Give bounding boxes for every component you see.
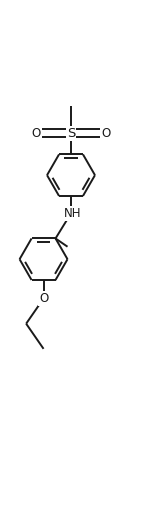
Text: O: O bbox=[102, 127, 111, 140]
Text: NH: NH bbox=[64, 207, 82, 220]
Text: O: O bbox=[31, 127, 40, 140]
Text: S: S bbox=[67, 127, 75, 140]
Text: O: O bbox=[39, 292, 48, 305]
